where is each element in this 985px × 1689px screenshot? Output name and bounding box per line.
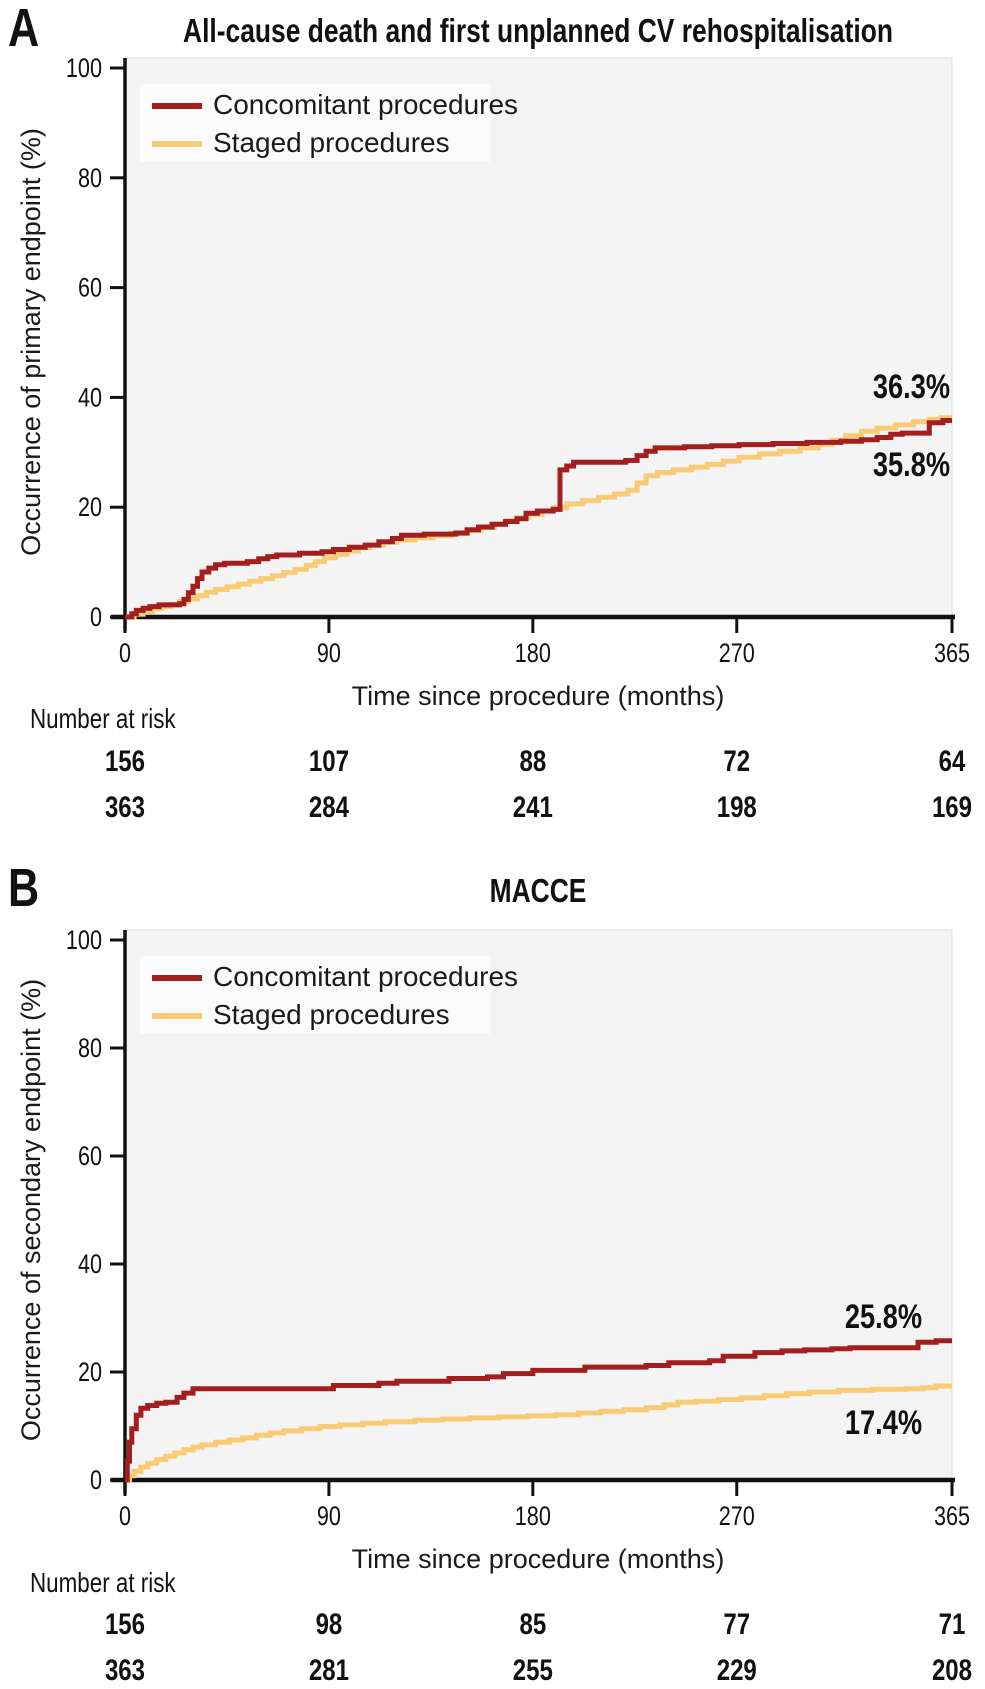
panel-a-legend-label-concomitant: Concomitant procedures — [213, 89, 518, 120]
y-tick-label: 40 — [78, 1249, 102, 1279]
risk-count-concomitant: 85 — [519, 1608, 546, 1641]
x-tick-label: 270 — [719, 638, 755, 668]
panel-a: 0 20 40 60 80 100 0 90 180 270 365 156 107 88 72 64 363 2… — [8, 0, 972, 824]
series-line-concomitant — [124, 1338, 952, 1483]
y-tick-label: 40 — [78, 382, 102, 412]
series-line-concomitant — [125, 418, 952, 620]
risk-count-concomitant: 72 — [723, 745, 750, 778]
risk-count-staged: 208 — [932, 1654, 972, 1687]
y-tick-label: 100 — [66, 925, 102, 955]
panel-a-endpoint-label-staged: 36.3% — [873, 368, 950, 406]
risk-count-staged: 198 — [717, 791, 757, 824]
y-tick-label: 100 — [66, 53, 102, 83]
x-tick-label: 180 — [515, 638, 551, 668]
risk-count-staged: 255 — [513, 1654, 553, 1687]
panel-a-endpoint-label-concomitant: 35.8% — [873, 446, 950, 484]
risk-count-concomitant: 64 — [939, 745, 966, 778]
series-line-staged — [125, 1383, 952, 1483]
panel-b-risk-header: Number at risk — [30, 1567, 176, 1598]
legend-box — [140, 956, 490, 1034]
risk-count-concomitant: 98 — [316, 1608, 343, 1641]
risk-count-concomitant: 156 — [105, 745, 145, 778]
panel-a-title: All-cause death and first unplanned CV r… — [183, 12, 893, 49]
risk-count-concomitant: 71 — [939, 1608, 966, 1641]
risk-count-staged: 169 — [932, 791, 972, 824]
risk-count-staged: 363 — [105, 1654, 145, 1687]
panel-a-risk-header: Number at risk — [30, 703, 176, 734]
panel-b-x-axis-label: Time since procedure (months) — [352, 1544, 725, 1574]
risk-count-staged: 229 — [717, 1654, 757, 1687]
legend-box — [140, 84, 490, 162]
risk-count-concomitant: 107 — [309, 745, 349, 778]
y-tick-label: 20 — [78, 492, 102, 522]
risk-count-staged: 281 — [309, 1654, 349, 1687]
panel-b-legend-label-staged: Staged procedures — [213, 999, 450, 1030]
risk-count-concomitant: 156 — [105, 1608, 145, 1641]
x-tick-label: 270 — [719, 1501, 755, 1531]
panel-a-chart-layer: 0 20 40 60 80 100 0 90 180 270 365 156 107 88 72 64 363 2… — [66, 53, 972, 824]
panel-a-x-axis-label: Time since procedure (months) — [352, 681, 725, 711]
risk-count-concomitant: 77 — [723, 1608, 750, 1641]
risk-count-staged: 284 — [309, 791, 349, 824]
x-tick-label: 0 — [119, 638, 131, 668]
x-tick-label: 0 — [119, 1501, 131, 1531]
x-tick-label: 90 — [317, 638, 341, 668]
y-tick-label: 60 — [78, 1141, 102, 1171]
panel-a-legend-label-staged: Staged procedures — [213, 127, 450, 158]
panel-b-chart-layer: 0 20 40 60 80 100 0 90 180 270 365 156 98 85 77 71 363 28… — [66, 925, 972, 1687]
y-tick-label: 0 — [90, 602, 102, 632]
panel-b-letter: B — [8, 858, 39, 918]
risk-count-staged: 241 — [513, 791, 553, 824]
panel-a-y-axis-label: Occurrence of primary endpoint (%) — [16, 128, 46, 556]
y-tick-label: 20 — [78, 1357, 102, 1387]
panel-b-y-axis-label: Occurrence of secondary endpoint (%) — [16, 979, 46, 1441]
panel-b: 0 20 40 60 80 100 0 90 180 270 365 156 98 85 77 71 363 28… — [8, 858, 972, 1687]
y-tick-label: 60 — [78, 273, 102, 303]
y-tick-label: 80 — [78, 1033, 102, 1063]
risk-count-staged: 363 — [105, 791, 145, 824]
risk-count-concomitant: 88 — [519, 745, 546, 778]
x-tick-label: 365 — [934, 638, 970, 668]
panel-b-endpoint-label-staged: 17.4% — [845, 1404, 922, 1442]
panel-a-letter: A — [8, 0, 39, 58]
panel-b-title: MACCE — [490, 872, 587, 909]
panel-b-endpoint-label-concomitant: 25.8% — [845, 1298, 922, 1336]
y-tick-label: 80 — [78, 163, 102, 193]
panel-b-legend-label-concomitant: Concomitant procedures — [213, 961, 518, 992]
x-tick-label: 180 — [515, 1501, 551, 1531]
y-tick-label: 0 — [90, 1465, 102, 1495]
x-tick-label: 365 — [934, 1501, 970, 1531]
x-tick-label: 90 — [317, 1501, 341, 1531]
